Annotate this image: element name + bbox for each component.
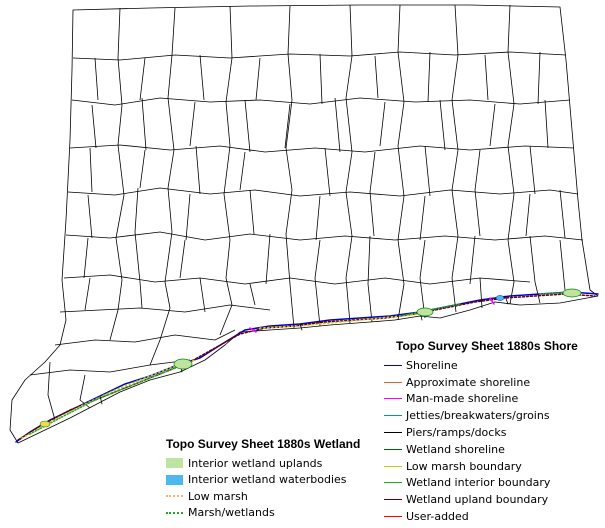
shore-legend-item: Piers/ramps/docks [384, 424, 599, 441]
line-swatch-icon [384, 448, 402, 450]
fill-swatch-icon [166, 474, 183, 485]
shore-legend-items: Shoreline Approximate shoreline Man-made s… [384, 357, 599, 525]
line-swatch-icon [384, 364, 402, 366]
shore-legend-label: User-added [406, 510, 469, 524]
shore-legend-item: Wetland shoreline [384, 441, 599, 458]
wetland-legend-item: Low marsh [166, 488, 386, 505]
line-swatch-icon [384, 482, 402, 484]
line-swatch-icon [384, 432, 402, 434]
shore-legend: Topo Survey Sheet 1880s Shore Shoreline A… [384, 339, 599, 525]
line-swatch-icon [384, 415, 402, 417]
fill-swatch-icon [166, 458, 183, 469]
shore-legend-item: User-added [384, 508, 599, 525]
shore-legend-item: Jetties/breakwaters/groins [384, 407, 599, 424]
dotted-swatch-icon [166, 511, 183, 514]
shore-legend-label: Jetties/breakwaters/groins [406, 409, 550, 423]
wetland-legend-item: Interior wetland waterbodies [166, 472, 386, 489]
wetland-legend-label: Interior wetland uplands [188, 456, 323, 470]
shore-legend-label: Man-made shoreline [406, 392, 519, 406]
line-swatch-icon [384, 499, 402, 501]
wetland-legend-items: Interior wetland uplands Interior wetland… [166, 455, 386, 521]
wetland-patches [39, 288, 582, 428]
shore-legend-label: Approximate shoreline [406, 375, 531, 389]
shore-legend-item: Wetland upland boundary [384, 491, 599, 508]
shore-legend-item: Low marsh boundary [384, 458, 599, 475]
dotted-swatch-icon [166, 495, 183, 498]
shore-legend-item: Wetland interior boundary [384, 475, 599, 492]
line-swatch-icon [384, 516, 402, 518]
line-swatch-icon [384, 381, 402, 383]
line-swatch-icon [384, 398, 402, 400]
shore-legend-label: Wetland shoreline [406, 442, 505, 456]
wetland-legend-item: Interior wetland uplands [166, 455, 386, 472]
shore-legend-label: Piers/ramps/docks [406, 426, 507, 440]
shore-legend-label: Wetland interior boundary [406, 476, 551, 490]
shore-legend-title: Topo Survey Sheet 1880s Shore [396, 339, 578, 353]
wetland-legend-title: Topo Survey Sheet 1880s Wetland [166, 437, 361, 451]
line-swatch-icon [384, 465, 402, 467]
shore-legend-item: Approximate shoreline [384, 374, 599, 391]
shore-legend-label: Shoreline [406, 358, 458, 372]
wetland-legend: Topo Survey Sheet 1880s Wetland Interior… [166, 437, 386, 521]
shore-legend-label: Low marsh boundary [406, 459, 522, 473]
shore-legend-item: Man-made shoreline [384, 391, 599, 408]
shore-legend-item: Shoreline [384, 357, 599, 374]
wetland-legend-item: Marsh/wetlands [166, 505, 386, 522]
state-outline [9, 4, 599, 444]
wetland-legend-label: Interior wetland waterbodies [188, 473, 347, 487]
wetland-legend-label: Low marsh [188, 489, 248, 503]
shore-legend-label: Wetland upland boundary [406, 493, 549, 507]
wetland-legend-label: Marsh/wetlands [188, 506, 275, 520]
